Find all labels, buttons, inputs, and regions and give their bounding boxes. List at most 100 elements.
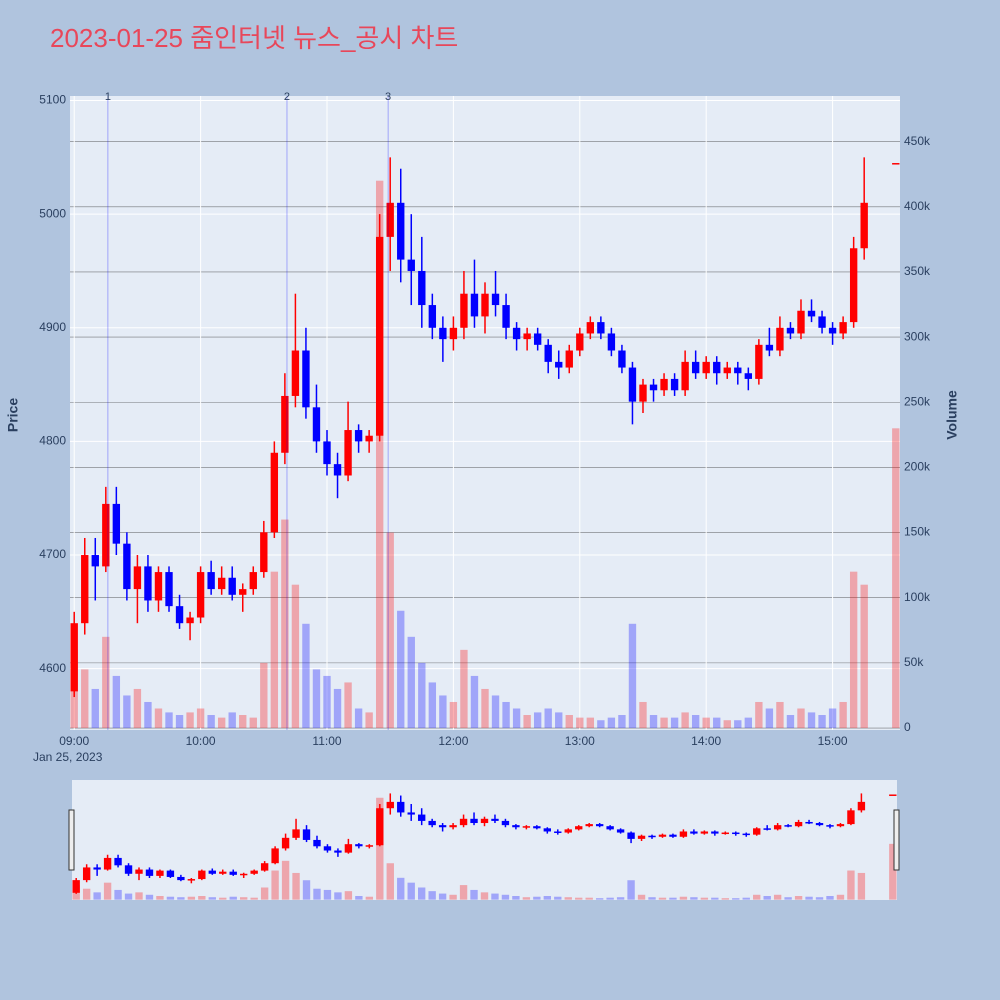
candle-body: [839, 322, 847, 334]
volume-bar: [323, 675, 331, 729]
volume-bar-mini: [585, 897, 593, 900]
volume-bar-mini: [156, 895, 164, 900]
volume-bar: [302, 623, 310, 729]
x-tick-label: 15:00: [818, 734, 848, 748]
y2-tick-label: 450k: [904, 134, 931, 148]
volume-bar: [418, 662, 426, 729]
candle-body: [428, 305, 437, 328]
candle-body-mini: [753, 828, 761, 835]
candle-body: [481, 293, 489, 317]
volume-bar: [681, 712, 689, 729]
volume-bar: [544, 708, 552, 729]
candle-body: [365, 435, 373, 442]
candle-body: [744, 373, 753, 379]
candle-body-mini: [637, 835, 646, 839]
volume-bar: [755, 701, 763, 729]
y2-tick-label: 150k: [904, 525, 931, 539]
candle-body: [418, 270, 426, 306]
candle-body: [70, 623, 78, 692]
candle-body-mini: [627, 832, 635, 839]
volume-bar-mini: [627, 880, 635, 900]
volume-bar-mini: [177, 897, 185, 900]
y-tick-label: 4700: [39, 547, 66, 561]
candle-body-mini: [711, 831, 719, 834]
candle-body: [112, 503, 121, 544]
volume-bar-mini: [417, 887, 426, 900]
y2-axis-title: Volume: [944, 390, 960, 440]
y2-tick-label: 250k: [904, 394, 931, 408]
volume-bar-mini: [449, 894, 457, 900]
candle-body-mini: [355, 844, 363, 847]
candle-body: [597, 322, 605, 334]
volume-bar: [133, 688, 142, 729]
volume-bar-mini: [784, 897, 792, 900]
candle-body: [344, 430, 352, 476]
volume-bar: [555, 712, 563, 729]
y-axis-title: Price: [5, 398, 21, 432]
volume-bar: [228, 712, 236, 729]
candle-body: [239, 589, 247, 595]
candle-body: [576, 333, 584, 351]
candle-body-mini: [187, 879, 196, 881]
volume-bar-mini: [260, 887, 269, 900]
candle-body: [512, 327, 521, 340]
candle-body: [470, 293, 479, 317]
volume-bar-mini: [522, 897, 531, 900]
volume-bar-mini: [669, 897, 677, 900]
event-label: 1: [105, 91, 111, 103]
volume-bar-mini: [208, 897, 216, 900]
candle-body: [860, 202, 868, 249]
candle-body: [660, 378, 668, 391]
range-handle[interactable]: [893, 809, 900, 871]
y-tick-label: 4600: [39, 661, 66, 675]
volume-bar-mini: [690, 897, 698, 900]
candle-body-mini: [145, 869, 154, 876]
candle-body: [734, 367, 742, 374]
volume-bar: [144, 701, 152, 729]
volume-bar-mini: [323, 889, 332, 900]
volume-bar: [533, 712, 542, 729]
candle-body-mini: [857, 801, 866, 811]
volume-bar: [460, 649, 468, 729]
candle-body-mini: [292, 829, 300, 838]
range-handle[interactable]: [68, 809, 75, 871]
candle-body: [207, 572, 215, 590]
volume-bar-mini: [889, 843, 897, 900]
candle-body-mini: [459, 818, 468, 826]
volume-bar-mini: [836, 894, 845, 900]
volume-bar-mini: [428, 891, 436, 900]
volume-bar-mini: [459, 885, 468, 900]
candle-body-mini: [438, 825, 447, 828]
x-tick-label: 14:00: [691, 734, 721, 748]
candle-body: [312, 407, 321, 442]
candle-body-mini: [397, 801, 405, 813]
volume-bar: [649, 715, 658, 729]
volume-bar: [828, 708, 837, 729]
candle-body-mini: [690, 831, 698, 834]
candle-body: [670, 378, 679, 391]
volume-bar-mini: [805, 896, 813, 900]
volume-bar: [502, 701, 510, 729]
volume-bar-mini: [397, 877, 405, 900]
candle-body: [544, 344, 552, 362]
candle-body: [618, 350, 626, 368]
candle-body: [217, 577, 226, 590]
candle-body-mini: [334, 850, 342, 853]
volume-bar-mini: [794, 895, 803, 900]
volume-bar-mini: [386, 863, 394, 900]
candle-body: [776, 327, 784, 351]
volume-bar: [123, 695, 131, 729]
volume-bar: [407, 636, 415, 729]
volume-bar: [260, 662, 268, 729]
y2-tick-label: 300k: [904, 329, 931, 343]
candle-body-mini: [428, 820, 436, 826]
volume-bar: [765, 708, 774, 729]
range-slider[interactable]: [72, 780, 897, 900]
candle-body-mini: [522, 826, 531, 828]
candle-body: [691, 361, 700, 374]
volume-bar-mini: [763, 895, 771, 900]
volume-bar-mini: [648, 897, 656, 900]
candle-body-mini: [219, 871, 227, 874]
candle-body: [460, 293, 468, 328]
volume-bar: [196, 708, 205, 729]
